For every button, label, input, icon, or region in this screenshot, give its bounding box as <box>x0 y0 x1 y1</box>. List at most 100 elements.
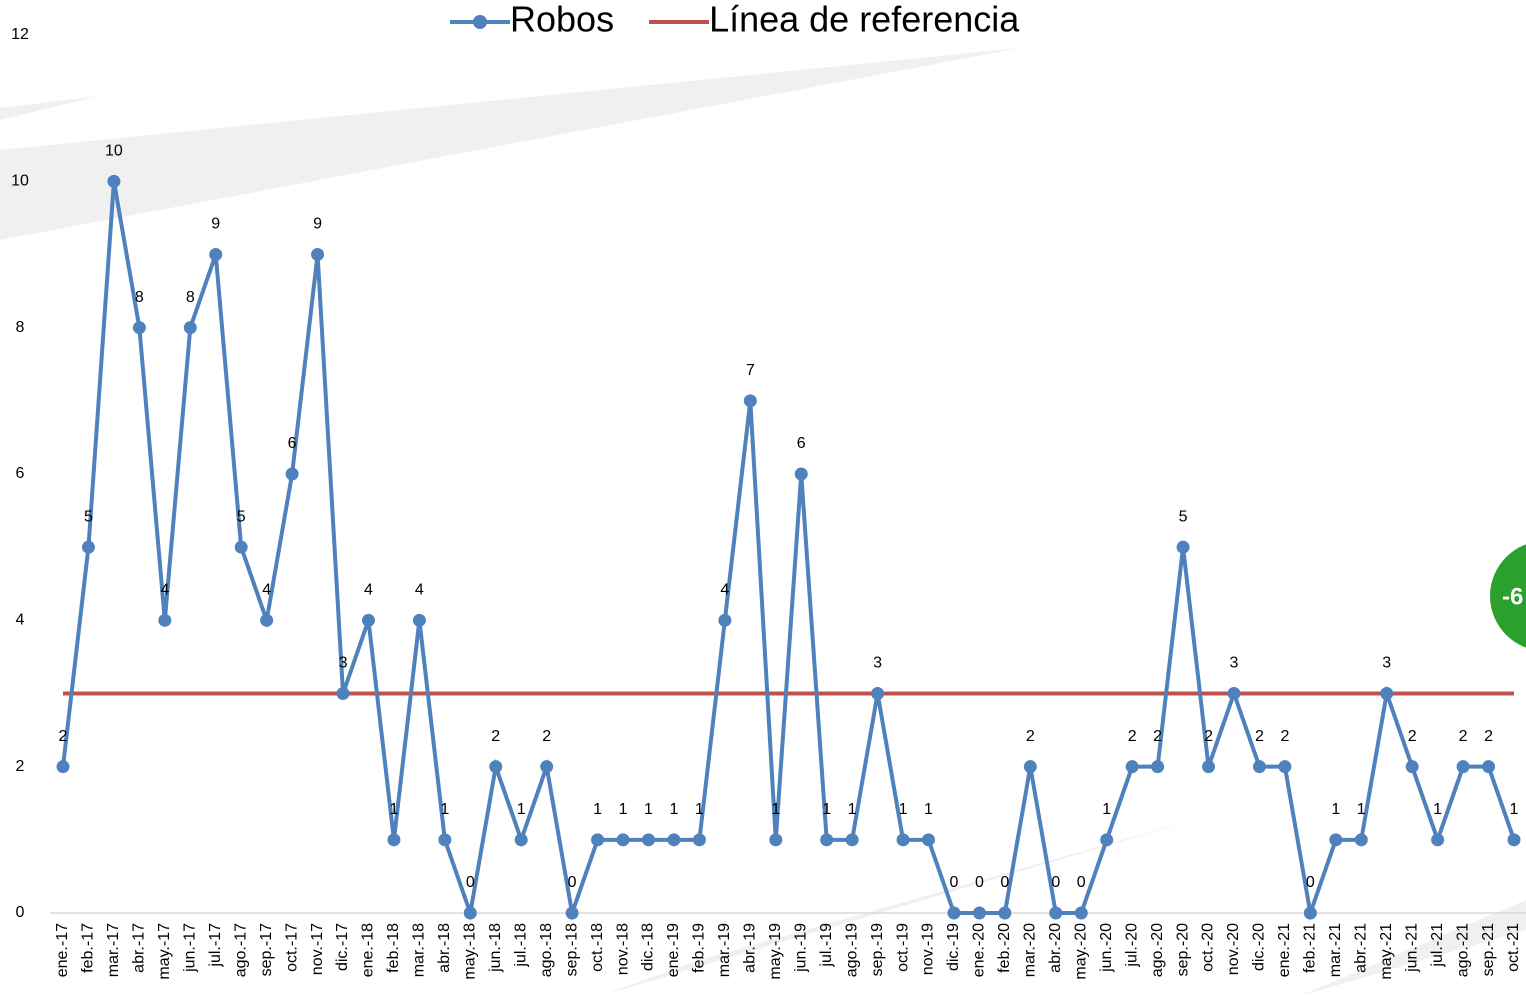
x-tick-label: feb.-20 <box>996 923 1013 973</box>
x-tick-label: sep.-18 <box>563 923 580 976</box>
data-point <box>1023 760 1037 774</box>
data-label: 9 <box>211 216 220 233</box>
data-label: 1 <box>1433 801 1442 818</box>
x-tick-label: ago.-17 <box>232 923 249 977</box>
x-tick-label: may.-18 <box>462 923 479 980</box>
data-point <box>820 833 834 847</box>
x-tick-label: mar.-18 <box>411 923 428 977</box>
data-point <box>1252 760 1266 774</box>
x-tick-label: feb.-19 <box>691 923 708 973</box>
data-point <box>1456 760 1470 774</box>
data-point <box>794 467 808 481</box>
data-point <box>234 540 248 554</box>
data-label: 0 <box>568 874 577 891</box>
x-tick-label: jun.-18 <box>487 923 504 973</box>
data-label: 3 <box>1230 655 1239 672</box>
data-point <box>1380 687 1394 700</box>
x-tick-label: abr.-19 <box>742 923 759 973</box>
x-tick-label: sep.-20 <box>1174 923 1191 976</box>
data-label: 5 <box>84 508 93 525</box>
data-point <box>489 760 503 774</box>
y-tick-label: 10 <box>11 173 29 190</box>
data-label: 4 <box>364 582 373 599</box>
x-tick-label: jun.-20 <box>1098 923 1115 973</box>
data-label: 2 <box>1459 728 1468 745</box>
data-label: 0 <box>975 874 984 891</box>
data-label: 1 <box>1102 801 1111 818</box>
data-label: 1 <box>389 801 398 818</box>
data-point <box>1125 760 1139 774</box>
x-tick-label: mar.-19 <box>716 923 733 977</box>
data-point <box>998 906 1012 920</box>
data-label: 1 <box>1331 801 1340 818</box>
data-point <box>107 174 121 188</box>
data-point <box>336 687 350 700</box>
data-label: 3 <box>1382 655 1391 672</box>
data-label: 5 <box>1179 508 1188 525</box>
x-tick-label: ago.-19 <box>843 923 860 977</box>
data-label: 1 <box>440 801 449 818</box>
data-point <box>641 833 655 847</box>
data-point <box>514 833 528 847</box>
x-tick-label: may.-20 <box>1072 923 1089 980</box>
data-label: 2 <box>1255 728 1264 745</box>
data-point <box>209 248 223 261</box>
data-point <box>1202 760 1216 774</box>
data-label: 0 <box>1306 874 1315 891</box>
data-label: 5 <box>237 508 246 525</box>
data-label: 0 <box>1051 874 1060 891</box>
data-label: 2 <box>1153 728 1162 745</box>
x-tick-label: ago.-18 <box>538 923 555 977</box>
x-tick-label: dic.-17 <box>334 923 351 971</box>
x-tick-label: sep.-19 <box>869 923 886 976</box>
data-point <box>1100 833 1114 847</box>
legend-label: Línea de referencia <box>709 0 1020 40</box>
data-point <box>692 833 706 847</box>
data-point <box>743 394 757 408</box>
data-label: 8 <box>135 289 144 306</box>
data-point <box>1405 760 1419 774</box>
data-point <box>540 760 554 774</box>
y-tick-label: 4 <box>16 612 25 629</box>
x-tick-label: abr.-21 <box>1352 923 1369 973</box>
legend-label: Robos <box>510 0 614 40</box>
data-label: 1 <box>1510 801 1519 818</box>
y-tick-label: 2 <box>16 758 25 775</box>
data-point <box>1278 760 1292 774</box>
x-tick-label: jul.-21 <box>1429 923 1446 968</box>
data-point <box>1329 833 1343 847</box>
data-point <box>1507 833 1521 847</box>
x-tick-label: ene.-18 <box>360 923 377 977</box>
data-label: 0 <box>950 874 959 891</box>
data-point <box>1431 833 1445 847</box>
x-tick-label: may.-21 <box>1378 923 1395 980</box>
data-label: 6 <box>797 435 806 452</box>
data-point <box>1176 540 1190 554</box>
data-label: 4 <box>720 582 729 599</box>
data-point <box>361 613 375 627</box>
data-label: 1 <box>669 801 678 818</box>
data-label: 4 <box>160 582 169 599</box>
data-point <box>1074 906 1088 920</box>
x-tick-label: oct.-19 <box>894 923 911 972</box>
x-tick-label: jun.-21 <box>1403 923 1420 973</box>
y-tick-label: 0 <box>16 904 25 921</box>
data-label: 1 <box>593 801 602 818</box>
y-tick-label: 8 <box>16 319 25 336</box>
data-label: 1 <box>822 801 831 818</box>
x-tick-label: abr.-20 <box>1047 923 1064 973</box>
data-label: 2 <box>59 728 68 745</box>
x-tick-label: abr.-18 <box>436 923 453 973</box>
x-tick-label: ago.-20 <box>1149 923 1166 977</box>
data-label: 1 <box>1357 801 1366 818</box>
data-point <box>871 687 885 700</box>
data-point <box>56 760 70 774</box>
data-label: 7 <box>746 362 755 379</box>
x-tick-label: mar.-20 <box>1022 923 1039 977</box>
x-tick-label: dic.-18 <box>640 923 657 971</box>
data-label: 2 <box>1484 728 1493 745</box>
data-label: 1 <box>695 801 704 818</box>
x-tick-label: nov.-18 <box>614 923 631 975</box>
x-tick-label: jul.-19 <box>818 923 835 968</box>
